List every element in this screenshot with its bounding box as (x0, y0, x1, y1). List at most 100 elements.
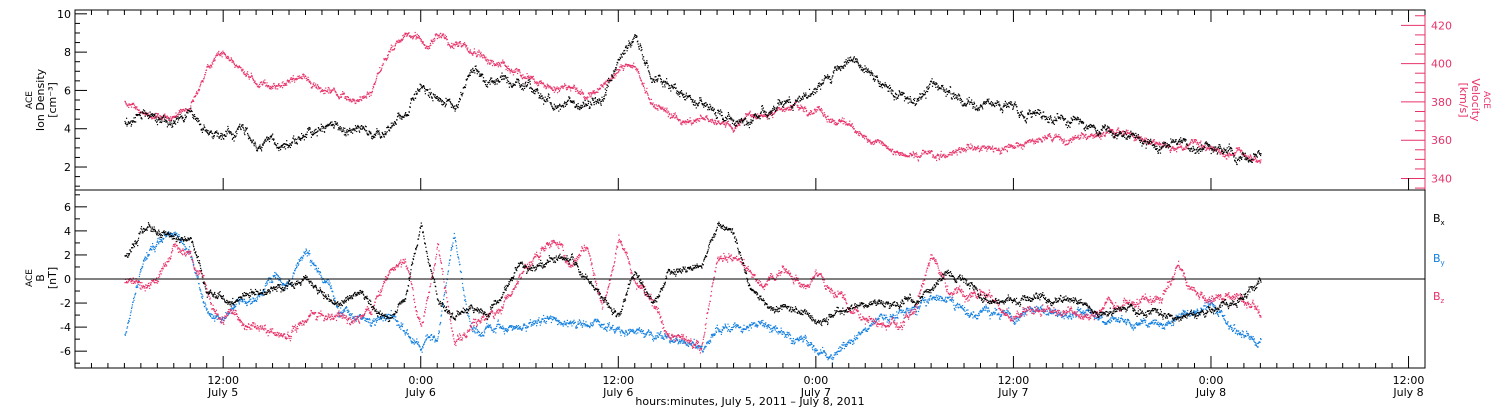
velocity-series-point (398, 41, 400, 43)
density-series-point (913, 100, 915, 102)
density-series-point (485, 80, 487, 82)
velocity-series-point (880, 140, 882, 142)
density-series-point (933, 81, 935, 83)
density-series-point (321, 126, 323, 128)
density-series-point (524, 82, 527, 84)
density-series-point (936, 83, 938, 85)
density-series-point (244, 130, 246, 132)
velocity-series-point (729, 124, 731, 126)
velocity-series-point (539, 80, 541, 82)
velocity-series-point (350, 99, 352, 101)
density-series-point (415, 93, 417, 95)
velocity-series-point (446, 38, 448, 40)
density-series-point (226, 129, 229, 131)
velocity-series-point (616, 72, 618, 74)
density-series-point (263, 142, 265, 144)
velocity-series-point (1101, 135, 1103, 137)
density-series-point (147, 117, 150, 120)
density-series-point (879, 83, 881, 85)
density-series-point (787, 99, 789, 101)
velocity-series-point (680, 123, 683, 125)
velocity-series-point (1046, 138, 1048, 140)
velocity-series-point (321, 90, 323, 92)
velocity-series-point (375, 77, 378, 79)
density-series-point (155, 118, 157, 120)
velocity-series-point (1067, 139, 1069, 141)
density-series-point (629, 43, 631, 46)
velocity-series-point (1241, 153, 1243, 155)
density-series-point (959, 99, 961, 101)
density-series-point (512, 85, 515, 87)
velocity-series-point (815, 111, 818, 113)
density-series-point (848, 62, 850, 64)
density-series-point (293, 135, 295, 137)
velocity-series-point (330, 89, 332, 91)
velocity-series-point (1006, 151, 1008, 153)
velocity-series-point (863, 136, 865, 138)
velocity-series-point (380, 70, 382, 72)
density-series-point (297, 138, 299, 140)
velocity-series-point (561, 86, 564, 88)
density-series-point (892, 90, 894, 92)
density-series-point (190, 107, 192, 109)
velocity-series-point (650, 103, 652, 105)
velocity-series-point (729, 124, 731, 126)
density-series-point (324, 131, 326, 133)
density-series-point (782, 105, 784, 108)
velocity-series-point (322, 90, 324, 92)
velocity-series-point (1158, 141, 1160, 143)
velocity-series-point (1011, 145, 1013, 147)
density-series-point (322, 127, 324, 130)
density-series-point (878, 82, 880, 85)
density-series-point (451, 103, 453, 105)
velocity-series-point (602, 84, 604, 86)
density-series-point (592, 99, 594, 101)
density-series-point (889, 84, 891, 86)
velocity-series-point (508, 68, 510, 71)
velocity-series-point (682, 122, 684, 124)
density-series-point (266, 137, 268, 139)
velocity-series-point (1069, 140, 1071, 142)
density-series-point (614, 68, 616, 71)
velocity-series-point (274, 87, 276, 89)
density-series-point (274, 142, 276, 144)
velocity-series-point (839, 119, 841, 122)
density-series-point (435, 97, 437, 99)
velocity-series-point (185, 108, 187, 110)
density-series-point (647, 65, 649, 67)
density-series-point (663, 80, 665, 82)
velocity-series-point (279, 84, 281, 86)
density-series-point (888, 90, 890, 92)
velocity-series-point (900, 154, 902, 156)
velocity-series-point (179, 111, 181, 113)
velocity-series-point (971, 146, 973, 148)
velocity-series-point (642, 83, 644, 85)
velocity-series-point (550, 87, 552, 89)
velocity-series-point (507, 70, 509, 72)
density-series-point (254, 143, 256, 145)
density-series-point (645, 61, 648, 64)
velocity-series-point (905, 156, 907, 158)
velocity-series-point (874, 140, 876, 142)
velocity-series-point (356, 100, 358, 102)
density-series-point (1004, 104, 1006, 106)
density-series-point (384, 133, 387, 135)
velocity-series-point (429, 47, 431, 49)
density-series-point (679, 92, 681, 94)
density-series-point (461, 93, 464, 95)
density-series-point (436, 97, 438, 100)
density-series-point (979, 106, 981, 109)
density-series-point (185, 117, 187, 119)
density-series-point (371, 135, 373, 137)
velocity-series-point (328, 87, 330, 89)
velocity-series-point (1048, 135, 1050, 138)
velocity-series-point (640, 79, 642, 81)
velocity-series-point (1200, 146, 1202, 148)
velocity-series-point (1176, 148, 1178, 150)
density-series-point (941, 85, 943, 87)
density-series-point (487, 86, 489, 88)
velocity-series-point (607, 81, 609, 83)
velocity-series-point (526, 77, 528, 79)
density-series-point (759, 115, 761, 117)
velocity-series-point (190, 105, 192, 107)
